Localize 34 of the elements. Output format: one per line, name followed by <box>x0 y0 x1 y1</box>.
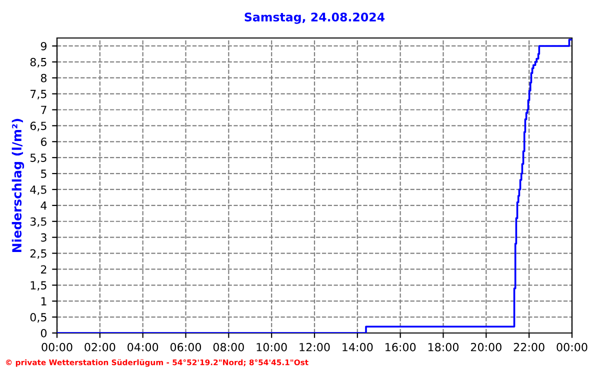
x-tick-label: 18:00 <box>428 342 459 352</box>
y-tick-label: 2,5 <box>30 249 46 259</box>
x-tick-label: 22:00 <box>514 342 544 352</box>
y-tick-label: 7,5 <box>30 90 46 100</box>
y-tick-label: 7 <box>41 106 46 114</box>
x-tick-label: 12:00 <box>300 342 330 352</box>
y-tick-label: 9 <box>40 42 46 50</box>
y-tick-label: 6,5 <box>30 122 46 132</box>
y-tick-label: 8 <box>40 74 47 82</box>
y-tick-label: 3,5 <box>30 217 46 227</box>
x-tick-label: 00:00 <box>556 342 588 352</box>
y-tick-label: 3 <box>41 233 46 242</box>
y-tick-label: 0 <box>40 328 47 338</box>
y-tick-label: 5,5 <box>30 154 46 164</box>
y-tick-label: 1,5 <box>30 281 46 291</box>
x-tick-label: 20:00 <box>470 342 502 352</box>
x-tick-label: 02:00 <box>84 342 116 352</box>
y-tick-label: 1 <box>41 297 46 306</box>
chart-title: Samstag, 24.08.2024 <box>244 12 385 24</box>
x-tick-label: 06:00 <box>170 342 202 352</box>
x-tick-label: 16:00 <box>386 342 416 352</box>
y-tick-label: 6 <box>40 138 47 146</box>
y-tick-label: 2 <box>41 265 46 274</box>
x-tick-label: 00:00 <box>42 342 72 352</box>
x-tick-label: 10:00 <box>256 342 287 352</box>
x-tick-label: 04:00 <box>128 342 158 352</box>
y-tick-label: 4,5 <box>30 186 46 195</box>
x-tick-label: 08:00 <box>213 342 244 352</box>
y-tick-label: 5 <box>41 170 46 178</box>
y-tick-label: 4 <box>40 202 47 210</box>
y-axis-title: Niederschlag (l/m²) <box>12 118 24 252</box>
y-tick-label: 8,5 <box>30 58 46 68</box>
x-tick-label: 14:00 <box>342 342 373 352</box>
y-tick-label: 0,5 <box>30 313 46 323</box>
